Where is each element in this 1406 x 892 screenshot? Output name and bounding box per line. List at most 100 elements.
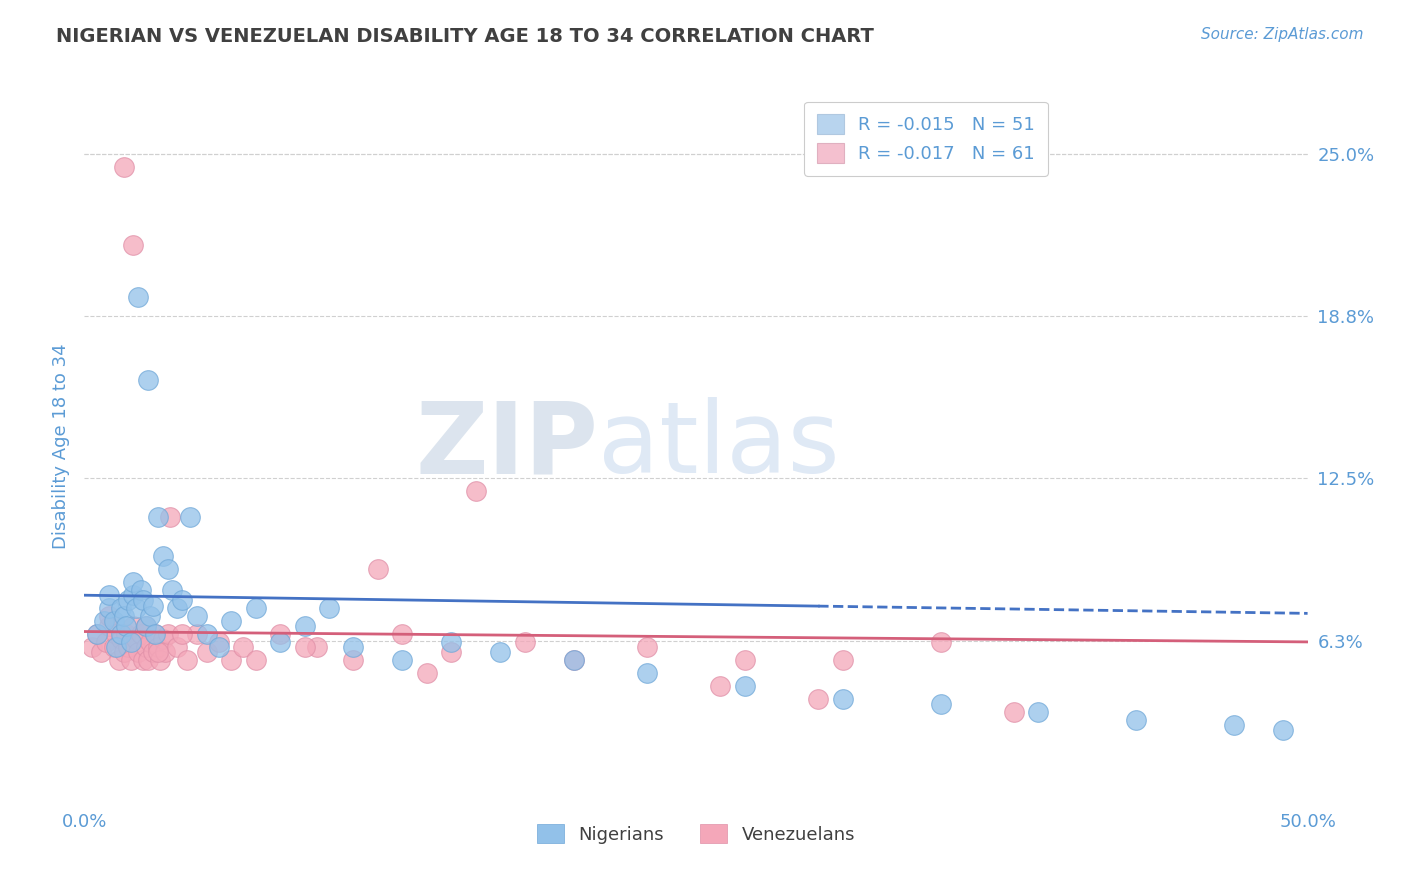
Point (929, 697, 952, 711)
Point (96, 635, 118, 649)
Point (195, 645, 218, 659)
Point (97, 609, 120, 624)
Point (245, 653, 267, 667)
Point (103, 640, 125, 654)
Point (734, 679, 756, 693)
Point (152, 632, 174, 647)
Point (146, 640, 169, 654)
Point (125, 601, 148, 615)
Point (416, 666, 439, 681)
Point (831, 653, 853, 667)
Point (1125, 713, 1147, 727)
Point (80, 640, 103, 654)
Point (156, 627, 179, 641)
Point (142, 599, 165, 613)
Point (342, 653, 364, 667)
Point (136, 373, 159, 387)
Point (132, 653, 155, 667)
Point (115, 619, 138, 633)
Point (636, 666, 658, 681)
Point (562, 653, 585, 667)
Point (97, 588, 120, 602)
Point (219, 653, 242, 667)
Point (143, 627, 166, 641)
Point (129, 582, 152, 597)
Point (636, 640, 658, 654)
Point (195, 627, 218, 641)
Point (122, 619, 145, 633)
Point (122, 238, 145, 252)
Point (807, 692, 830, 706)
Legend: Nigerians, Venezuelans: Nigerians, Venezuelans (530, 817, 862, 851)
Point (1223, 718, 1246, 732)
Point (112, 160, 135, 174)
Point (294, 640, 316, 654)
Point (143, 627, 166, 641)
Point (149, 653, 172, 667)
Point (135, 619, 157, 633)
Point (305, 640, 328, 654)
Point (1002, 705, 1025, 719)
Point (146, 510, 169, 524)
Point (110, 632, 132, 647)
Point (107, 653, 129, 667)
Point (219, 614, 242, 628)
Point (117, 593, 139, 607)
Point (122, 575, 145, 590)
Y-axis label: Disability Age 18 to 34: Disability Age 18 to 34 (52, 343, 70, 549)
Point (142, 645, 165, 659)
Point (90, 645, 112, 659)
Point (153, 645, 176, 659)
Text: NIGERIAN VS VENEZUELAN DISABILITY AGE 18 TO 34 CORRELATION CHART: NIGERIAN VS VENEZUELAN DISABILITY AGE 18… (56, 27, 875, 45)
Point (172, 627, 194, 641)
Point (93, 614, 115, 628)
Point (294, 619, 316, 633)
Text: ZIP: ZIP (415, 398, 598, 494)
Point (269, 635, 291, 649)
Point (391, 627, 413, 641)
Point (186, 609, 208, 624)
Point (208, 635, 231, 649)
Point (176, 653, 198, 667)
Point (132, 593, 155, 607)
Point (97, 601, 120, 615)
Point (734, 653, 756, 667)
Point (269, 627, 291, 641)
Point (1028, 705, 1050, 719)
Point (86, 627, 108, 641)
Point (489, 645, 512, 659)
Point (318, 601, 340, 615)
Point (97, 619, 120, 633)
Point (86, 627, 108, 641)
Point (117, 640, 139, 654)
Point (464, 484, 486, 499)
Point (105, 627, 128, 641)
Point (136, 653, 159, 667)
Point (929, 635, 952, 649)
Point (166, 640, 188, 654)
Point (831, 692, 853, 706)
Point (125, 632, 148, 647)
Point (112, 645, 135, 659)
Point (156, 562, 179, 576)
Text: atlas: atlas (598, 398, 839, 494)
Point (127, 645, 149, 659)
Point (110, 601, 132, 615)
Point (127, 290, 149, 304)
Point (129, 627, 152, 641)
Point (562, 653, 585, 667)
Point (110, 627, 132, 641)
Point (112, 609, 135, 624)
Point (391, 653, 413, 667)
Point (139, 635, 162, 649)
Point (232, 640, 254, 654)
Text: Source: ZipAtlas.com: Source: ZipAtlas.com (1201, 27, 1364, 42)
Point (179, 510, 201, 524)
Point (513, 635, 536, 649)
Point (440, 635, 463, 649)
Point (120, 635, 142, 649)
Point (146, 645, 169, 659)
Point (208, 640, 231, 654)
Point (120, 653, 142, 667)
Point (135, 619, 157, 633)
